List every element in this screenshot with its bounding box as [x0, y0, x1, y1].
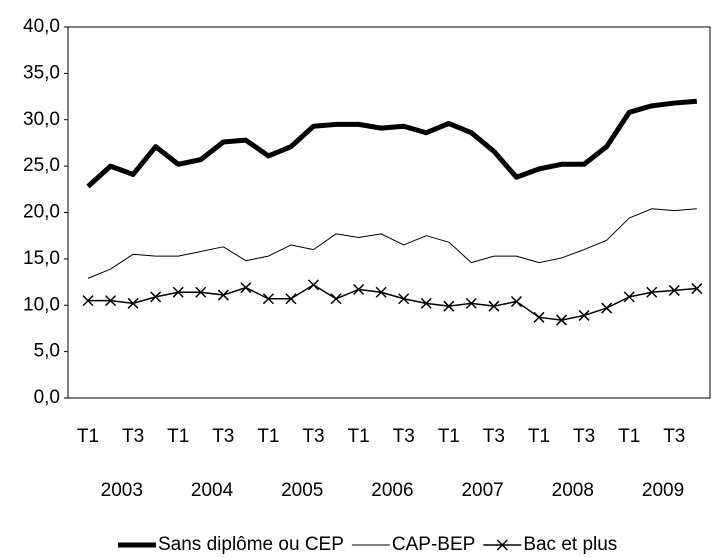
x-tick-label: T3: [302, 426, 324, 447]
year-label: 2003: [101, 480, 143, 501]
marker: [105, 295, 117, 307]
series-line: [86, 98, 698, 189]
x-tick-label: T1: [438, 426, 460, 447]
marker: [398, 293, 410, 305]
marker: [375, 286, 387, 298]
marker: [195, 286, 207, 298]
marker: [691, 283, 703, 295]
y-tick-label: 15,0: [23, 248, 60, 269]
marker: [353, 283, 365, 296]
x-tick-label: T3: [483, 426, 505, 447]
marker: [465, 297, 477, 309]
marker: [556, 314, 568, 326]
y-tick-label: 5,0: [34, 341, 60, 362]
y-tick-label: 40,0: [23, 16, 60, 37]
marker: [443, 300, 455, 312]
x-tick-label: T1: [618, 426, 640, 447]
marker: [601, 302, 613, 314]
series-line: [88, 284, 697, 321]
marker: [533, 311, 545, 323]
marker: [127, 297, 139, 309]
marker: [488, 300, 500, 312]
y-tick-label: 20,0: [23, 202, 60, 223]
x-tick-label: T3: [393, 426, 415, 447]
x-tick-label: T1: [528, 426, 550, 447]
y-tick-label: 30,0: [23, 109, 60, 130]
marker: [496, 539, 508, 551]
legend-label: Bac et plus: [523, 534, 617, 555]
year-label: 2007: [461, 480, 503, 501]
plot-frame: [67, 26, 711, 399]
marker: [307, 279, 320, 291]
marker: [285, 293, 297, 305]
marker: [82, 295, 94, 307]
year-label: 2006: [371, 480, 413, 501]
marker: [623, 291, 635, 303]
y-tick-label: 10,0: [23, 294, 60, 315]
y-tick-label: 35,0: [23, 62, 60, 83]
marker: [172, 286, 184, 298]
marker: [510, 296, 522, 308]
marker: [262, 293, 274, 305]
marker: [150, 291, 162, 303]
marker: [240, 282, 252, 294]
x-tick-label: T1: [167, 426, 189, 447]
marker: [420, 297, 432, 309]
marker: [578, 309, 590, 321]
y-tick-label: 25,0: [23, 155, 60, 176]
x-tick-label: T3: [573, 426, 595, 447]
year-label: 2009: [642, 480, 684, 501]
legend-label: CAP-BEP: [392, 534, 475, 555]
year-label: 2005: [281, 480, 323, 501]
legend-label: Sans diplôme ou CEP: [158, 534, 344, 555]
x-tick-label: T3: [122, 426, 144, 447]
y-tick-label: 0,0: [34, 387, 60, 408]
year-label: 2008: [552, 480, 594, 501]
x-tick-label: T3: [212, 426, 234, 447]
marker: [646, 286, 658, 298]
x-tick-label: T1: [77, 426, 99, 447]
series-line: [87, 208, 697, 279]
marker: [330, 293, 342, 305]
marker: [668, 284, 680, 296]
x-tick-label: T1: [348, 426, 370, 447]
x-tick-label: T3: [663, 426, 685, 447]
x-tick-label: T1: [257, 426, 279, 447]
marker: [217, 289, 229, 301]
year-label: 2004: [191, 480, 234, 501]
